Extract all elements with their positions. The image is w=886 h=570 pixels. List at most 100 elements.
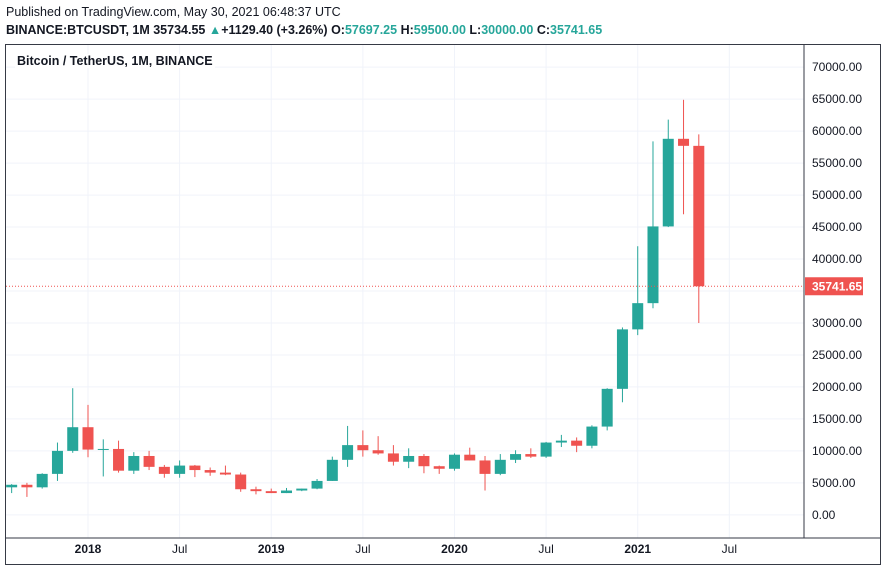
candle-body (113, 448, 125, 471)
candle (662, 119, 674, 228)
candle-body (632, 303, 644, 330)
candle-body (311, 480, 323, 489)
candle (296, 488, 308, 492)
candle (525, 448, 537, 458)
candle (36, 473, 48, 489)
candle (67, 388, 79, 453)
candle (250, 486, 262, 495)
candle-body (97, 448, 109, 450)
price-tick-label: 5000.00 (812, 476, 856, 490)
candle-body (571, 440, 583, 446)
candle (6, 484, 18, 494)
price-tick-label: 60000.00 (812, 124, 862, 138)
candle (311, 479, 323, 490)
candle (219, 465, 231, 476)
candle-body (448, 454, 460, 469)
candle-body (189, 465, 201, 471)
candle (448, 453, 460, 471)
last-price-tag-bg (805, 277, 863, 296)
candle-body (616, 329, 628, 389)
price-tick-label: 55000.00 (812, 156, 862, 170)
price-tick-label: 70000.00 (812, 60, 862, 74)
candle (555, 434, 567, 448)
candle (113, 440, 125, 473)
candle-body (433, 466, 445, 469)
candle-body (219, 472, 231, 475)
time-axis: 2018 Jul 2019 Jul 2020 Jul 2021 Jul (75, 542, 737, 556)
low-value: 30000.00 (481, 23, 534, 37)
candle (678, 99, 690, 215)
candle (540, 441, 552, 458)
candle (601, 388, 613, 431)
candles (6, 99, 705, 497)
candle-body (555, 440, 567, 443)
candle (143, 450, 155, 471)
chart-title: Bitcoin / TetherUS, 1M, BINANCE (15, 54, 215, 68)
candle (510, 450, 522, 464)
candle-body (464, 454, 476, 461)
time-tick-label: 2018 (75, 542, 102, 556)
price-axis: 0.00 5000.00 10000.00 15000.00 20000.00 25000… (812, 60, 862, 522)
candle-body (647, 226, 659, 304)
close-value: 35741.65 (550, 23, 603, 37)
candle (265, 488, 277, 494)
candle (281, 487, 293, 494)
time-tick-label: Jul (355, 542, 370, 556)
candle-body (235, 474, 247, 490)
candle-body (174, 465, 186, 474)
candle-body (250, 489, 262, 492)
price-tick-label: 25000.00 (812, 348, 862, 362)
time-tick-label: Jul (722, 542, 737, 556)
candle-body (601, 388, 613, 427)
candle (326, 456, 338, 481)
time-tick-label: Jul (538, 542, 553, 556)
candle (97, 439, 109, 477)
candle (571, 437, 583, 453)
price-tick-label: 10000.00 (812, 444, 862, 458)
price-tick-label: 15000.00 (812, 412, 862, 426)
symbol-label: BINANCE:BTCUSDT, 1M (6, 23, 150, 37)
candle-body (143, 455, 155, 467)
candle-body (662, 138, 674, 227)
candle-body (21, 484, 33, 488)
candle (647, 141, 659, 309)
candle-body (418, 455, 430, 467)
candle (403, 448, 415, 469)
candle-body (357, 445, 369, 451)
time-tick-label: 2021 (624, 542, 651, 556)
candle-body (51, 450, 63, 474)
candle-body (403, 455, 415, 462)
candle (372, 436, 384, 455)
candle-body (586, 426, 598, 446)
candle-body (678, 138, 690, 146)
last-price-tag-label: 35741.65 (812, 279, 862, 293)
ohlc-legend: BINANCE:BTCUSDT, 1M 35734.55 ▲+1129.40 (… (6, 23, 602, 37)
last-price-value: 35734.55 (153, 23, 206, 37)
candle-body (387, 453, 399, 462)
candle (189, 464, 201, 478)
candle-body (82, 427, 94, 450)
candle-body (296, 488, 308, 491)
open-value: 57697.25 (344, 23, 398, 37)
candle-body (479, 460, 491, 474)
open-label: O: (331, 23, 345, 37)
price-tick-label: 40000.00 (812, 252, 862, 266)
candle (128, 452, 140, 474)
candle (616, 327, 628, 403)
up-arrow-icon: ▲ (208, 23, 222, 37)
candle (158, 464, 170, 478)
close-label: C: (536, 23, 551, 37)
candle (586, 425, 598, 449)
candle (342, 425, 354, 467)
candle-body (326, 459, 338, 481)
candle (433, 465, 445, 474)
candle-body (265, 491, 277, 494)
candle-body (204, 470, 216, 473)
candle (21, 482, 33, 497)
candle-body (494, 459, 506, 474)
low-label: L: (469, 23, 482, 37)
candle-body (281, 490, 293, 494)
candle (464, 447, 476, 461)
candle (204, 467, 216, 476)
